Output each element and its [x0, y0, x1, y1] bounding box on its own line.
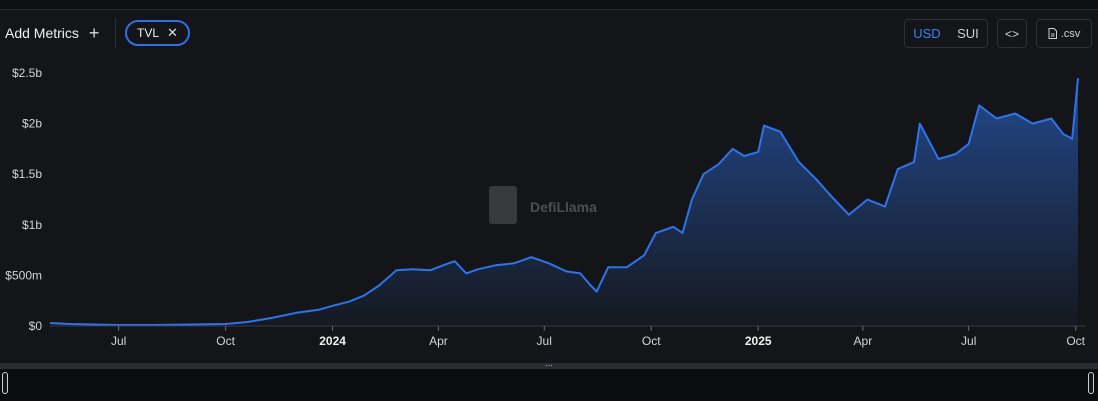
tvl-chart: $0 $500m $1b $1.5b $2b $2.5b DefiLlama Jul Oct… [5, 66, 1086, 348]
tvl-area [50, 78, 1078, 326]
y-tick-label: $1.5b [12, 167, 42, 181]
file-icon [1048, 28, 1057, 39]
x-tick-label: Apr [854, 334, 873, 348]
y-tick-label: $0 [29, 319, 43, 333]
x-tick-label: Oct [1066, 334, 1085, 348]
x-tick-label: Jul [961, 334, 976, 348]
range-brush[interactable] [0, 369, 1098, 401]
add-metrics-label: Add Metrics [5, 25, 79, 41]
x-tick-label: Jul [537, 334, 552, 348]
y-tick-label: $2.5b [12, 66, 42, 80]
brush-left-handle[interactable] [2, 372, 8, 394]
watermark-text: DefiLlama [530, 199, 597, 215]
y-axis: $0 $500m $1b $1.5b $2b $2.5b [5, 66, 42, 333]
currency-usd-button[interactable]: USD [913, 26, 941, 41]
add-metrics-button[interactable]: Add Metrics + [0, 18, 116, 48]
toolbar: Add Metrics + TVL ✕ USD SUI <> .csv [0, 18, 1098, 50]
close-icon[interactable]: ✕ [167, 25, 178, 40]
embed-button[interactable]: <> [997, 19, 1027, 48]
currency-toggle: USD SUI [904, 19, 988, 48]
x-tick-label: 2025 [745, 334, 772, 348]
plus-icon: + [88, 23, 100, 43]
y-tick-label: $500m [5, 268, 42, 282]
llama-logo-icon [489, 186, 517, 224]
x-tick-label: Oct [642, 334, 661, 348]
csv-label: .csv [1060, 27, 1081, 40]
y-tick-label: $2b [22, 117, 42, 131]
x-tick-label: Oct [216, 334, 235, 348]
y-tick-label: $1b [22, 218, 42, 232]
brush-grip-icon[interactable]: ⋯ [545, 361, 553, 370]
x-tick-label: Jul [111, 334, 126, 348]
csv-download-button[interactable]: .csv [1036, 19, 1092, 48]
brush-divider [0, 363, 1098, 369]
tvl-line [49, 78, 1079, 326]
x-axis: Jul Oct 2024 Apr Jul Oct 2025 Apr Jul Oct [111, 326, 1086, 348]
x-tick-label: 2024 [319, 334, 346, 348]
currency-sui-button[interactable]: SUI [957, 26, 979, 41]
x-tick-label: Apr [429, 334, 448, 348]
defillama-watermark: DefiLlama [489, 186, 597, 224]
code-icon: <> [1004, 26, 1019, 41]
tvl-chip-label: TVL [137, 26, 160, 40]
tvl-metric-chip[interactable]: TVL ✕ [125, 20, 190, 46]
brush-right-handle[interactable] [1088, 372, 1094, 394]
top-divider [0, 0, 1098, 10]
